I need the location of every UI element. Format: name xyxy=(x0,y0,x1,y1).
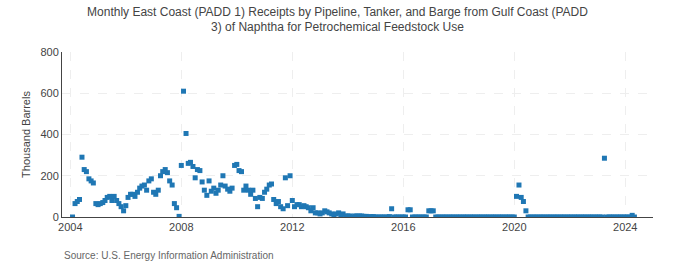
svg-text:600: 600 xyxy=(40,87,58,99)
svg-text:2016: 2016 xyxy=(391,221,415,233)
svg-text:2020: 2020 xyxy=(502,221,526,233)
svg-text:200: 200 xyxy=(40,170,58,182)
svg-text:2012: 2012 xyxy=(280,221,304,233)
svg-text:400: 400 xyxy=(40,128,58,140)
svg-text:800: 800 xyxy=(40,46,58,58)
svg-text:2004: 2004 xyxy=(58,221,82,233)
svg-text:2008: 2008 xyxy=(169,221,193,233)
svg-text:Thousand Barrels: Thousand Barrels xyxy=(20,91,32,178)
svg-text:0: 0 xyxy=(53,211,59,223)
svg-text:2024: 2024 xyxy=(613,221,637,233)
svg-text:Source: U.S. Energy Informatio: Source: U.S. Energy Information Administ… xyxy=(64,250,274,261)
svg-text:Monthly East Coast (PADD 1) Re: Monthly East Coast (PADD 1) Receipts by … xyxy=(87,5,588,35)
